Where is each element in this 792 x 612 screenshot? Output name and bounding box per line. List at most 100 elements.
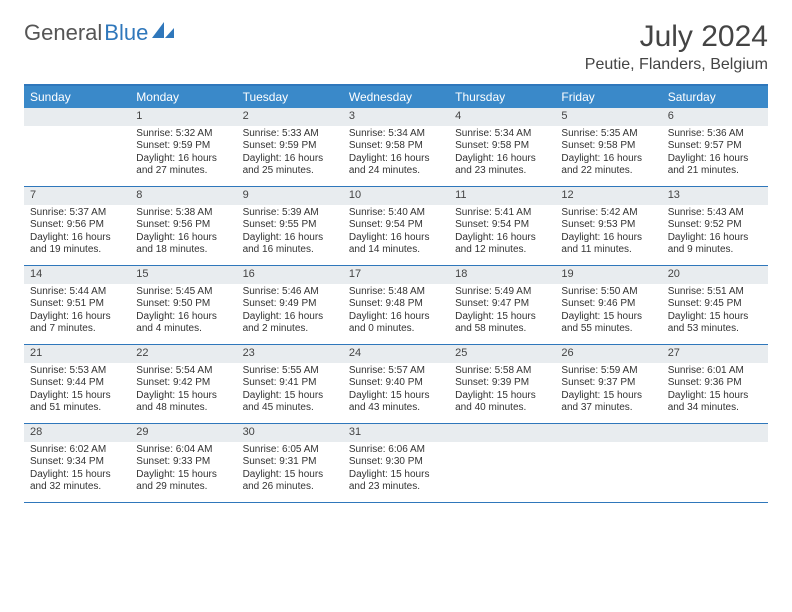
weekday-friday: Friday xyxy=(555,86,661,108)
daylight2-text: and 40 minutes. xyxy=(455,402,549,415)
day-body: Sunrise: 5:42 AMSunset: 9:53 PMDaylight:… xyxy=(555,205,661,261)
daylight1-text: Daylight: 16 hours xyxy=(668,153,762,166)
day-cell: 8Sunrise: 5:38 AMSunset: 9:56 PMDaylight… xyxy=(130,187,236,265)
sunrise-text: Sunrise: 5:39 AM xyxy=(243,207,337,220)
calendar-grid: Sunday Monday Tuesday Wednesday Thursday… xyxy=(24,84,768,503)
weeks-container: 1Sunrise: 5:32 AMSunset: 9:59 PMDaylight… xyxy=(24,108,768,503)
daylight1-text: Daylight: 16 hours xyxy=(136,232,230,245)
daylight2-text: and 9 minutes. xyxy=(668,244,762,257)
daylight2-text: and 0 minutes. xyxy=(349,323,443,336)
day-cell: 6 Sunrise: 5:36 AMSunset: 9:57 PMDaylight… xyxy=(662,108,768,186)
day-number-text: 4 xyxy=(455,110,461,122)
day-number: 20 xyxy=(662,266,768,284)
day-number: 30 xyxy=(237,424,343,442)
day-body: Sunrise: 5:55 AMSunset: 9:41 PMDaylight:… xyxy=(237,363,343,419)
day-body: Sunrise: 5:58 AMSunset: 9:39 PMDaylight:… xyxy=(449,363,555,419)
day-cell xyxy=(449,424,555,502)
daylight2-text: and 11 minutes. xyxy=(561,244,655,257)
daylight1-text: Daylight: 16 hours xyxy=(243,232,337,245)
day-body: Sunrise: 5:44 AMSunset: 9:51 PMDaylight:… xyxy=(24,284,130,340)
day-number-text: 23 xyxy=(243,347,255,359)
day-cell: 14 Sunrise: 5:44 AMSunset: 9:51 PMDayligh… xyxy=(24,266,130,344)
week-row: 21Sunrise: 5:53 AMSunset: 9:44 PMDayligh… xyxy=(24,345,768,424)
day-number-text: 11 xyxy=(455,189,466,201)
daylight2-text: and 24 minutes. xyxy=(349,165,443,178)
day-body: Sunrise: 5:57 AMSunset: 9:40 PMDaylight:… xyxy=(343,363,449,419)
day-cell: 29Sunrise: 6:04 AMSunset: 9:33 PMDayligh… xyxy=(130,424,236,502)
sunset-text: Sunset: 9:39 PM xyxy=(455,377,549,390)
day-number-text: 13 xyxy=(668,189,680,201)
day-number-text: 6 xyxy=(668,110,674,122)
day-number-text: 19 xyxy=(561,268,573,280)
day-body: Sunrise: 5:41 AMSunset: 9:54 PMDaylight:… xyxy=(449,205,555,261)
daylight2-text: and 26 minutes. xyxy=(243,481,337,494)
day-number: 29 xyxy=(130,424,236,442)
daylight2-text: and 2 minutes. xyxy=(243,323,337,336)
location-text: Peutie, Flanders, Belgium xyxy=(585,56,768,74)
day-body: Sunrise: 5:43 AMSunset: 9:52 PMDaylight:… xyxy=(662,205,768,261)
daylight2-text: and 37 minutes. xyxy=(561,402,655,415)
day-cell: 15Sunrise: 5:45 AMSunset: 9:50 PMDayligh… xyxy=(130,266,236,344)
sunrise-text: Sunrise: 5:32 AM xyxy=(136,128,230,141)
day-number: 17 xyxy=(343,266,449,284)
day-cell: 2Sunrise: 5:33 AMSunset: 9:59 PMDaylight… xyxy=(237,108,343,186)
day-number: 7 xyxy=(24,187,130,205)
daylight2-text: and 14 minutes. xyxy=(349,244,443,257)
sunset-text: Sunset: 9:34 PM xyxy=(30,456,124,469)
daylight2-text: and 32 minutes. xyxy=(30,481,124,494)
daylight2-text: and 53 minutes. xyxy=(668,323,762,336)
sunrise-text: Sunrise: 5:58 AM xyxy=(455,365,549,378)
day-cell: 17Sunrise: 5:48 AMSunset: 9:48 PMDayligh… xyxy=(343,266,449,344)
sunset-text: Sunset: 9:48 PM xyxy=(349,298,443,311)
day-number: 3 xyxy=(343,108,449,126)
daylight1-text: Daylight: 16 hours xyxy=(455,153,549,166)
week-row: 28Sunrise: 6:02 AMSunset: 9:34 PMDayligh… xyxy=(24,424,768,503)
day-number-text: 27 xyxy=(668,347,680,359)
logo-sail-icon xyxy=(152,20,174,46)
day-number: 6 xyxy=(662,108,768,126)
day-number xyxy=(555,424,661,442)
day-number: 12 xyxy=(555,187,661,205)
day-number-text: 5 xyxy=(561,110,567,122)
week-row: 7Sunrise: 5:37 AMSunset: 9:56 PMDaylight… xyxy=(24,187,768,266)
daylight1-text: Daylight: 15 hours xyxy=(136,469,230,482)
daylight2-text: and 27 minutes. xyxy=(136,165,230,178)
sunrise-text: Sunrise: 5:36 AM xyxy=(668,128,762,141)
daylight2-text: and 22 minutes. xyxy=(561,165,655,178)
daylight1-text: Daylight: 16 hours xyxy=(243,153,337,166)
day-number-text: 2 xyxy=(243,110,249,122)
daylight1-text: Daylight: 16 hours xyxy=(561,153,655,166)
daylight1-text: Daylight: 15 hours xyxy=(668,390,762,403)
day-number: 28 xyxy=(24,424,130,442)
daylight1-text: Daylight: 16 hours xyxy=(136,311,230,324)
sunset-text: Sunset: 9:57 PM xyxy=(668,140,762,153)
weekday-saturday: Saturday xyxy=(662,86,768,108)
day-number: 15 xyxy=(130,266,236,284)
sunrise-text: Sunrise: 5:44 AM xyxy=(30,286,124,299)
daylight1-text: Daylight: 16 hours xyxy=(30,232,124,245)
daylight2-text: and 23 minutes. xyxy=(349,481,443,494)
day-number: 16 xyxy=(237,266,343,284)
weekday-header-row: Sunday Monday Tuesday Wednesday Thursday… xyxy=(24,86,768,108)
day-number-text: 21 xyxy=(30,347,42,359)
daylight1-text: Daylight: 16 hours xyxy=(349,311,443,324)
day-cell xyxy=(24,108,130,186)
sunrise-text: Sunrise: 5:43 AM xyxy=(668,207,762,220)
sunset-text: Sunset: 9:58 PM xyxy=(455,140,549,153)
day-body: Sunrise: 5:35 AMSunset: 9:58 PMDaylight:… xyxy=(555,126,661,182)
daylight1-text: Daylight: 15 hours xyxy=(136,390,230,403)
daylight1-text: Daylight: 16 hours xyxy=(349,232,443,245)
week-row: 1Sunrise: 5:32 AMSunset: 9:59 PMDaylight… xyxy=(24,108,768,187)
day-cell: 5 Sunrise: 5:35 AMSunset: 9:58 PMDaylight… xyxy=(555,108,661,186)
day-cell xyxy=(662,424,768,502)
sunset-text: Sunset: 9:30 PM xyxy=(349,456,443,469)
sunset-text: Sunset: 9:52 PM xyxy=(668,219,762,232)
day-number-text: 15 xyxy=(136,268,148,280)
sunrise-text: Sunrise: 5:38 AM xyxy=(136,207,230,220)
daylight1-text: Daylight: 15 hours xyxy=(561,390,655,403)
daylight2-text: and 4 minutes. xyxy=(136,323,230,336)
day-number-text: 14 xyxy=(30,268,42,280)
sunrise-text: Sunrise: 5:59 AM xyxy=(561,365,655,378)
sunrise-text: Sunrise: 5:50 AM xyxy=(561,286,655,299)
day-cell: 7Sunrise: 5:37 AMSunset: 9:56 PMDaylight… xyxy=(24,187,130,265)
